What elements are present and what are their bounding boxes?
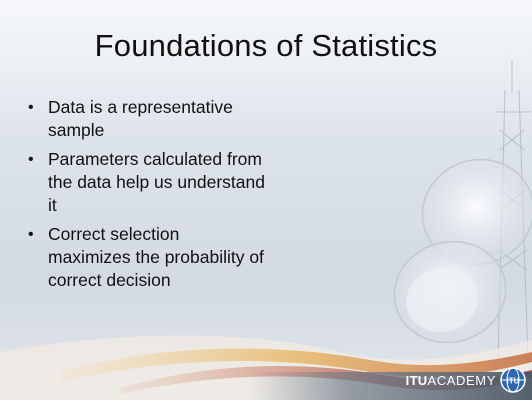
- bullet-icon: •: [28, 226, 34, 243]
- logo-emblem-text: ITU: [507, 377, 520, 386]
- bullet-icon: •: [28, 151, 34, 168]
- bullet-item: • Data is a representative sample: [26, 96, 266, 142]
- logo-wordmark: ITUACADEMY: [406, 373, 496, 388]
- bullet-text: Parameters calculated from the data help…: [48, 149, 265, 215]
- slide-title: Foundations of Statistics: [94, 28, 438, 63]
- bullet-item: • Parameters calculated from the data he…: [26, 148, 266, 217]
- bullet-icon: •: [28, 99, 34, 116]
- logo-brand: ITU: [405, 372, 428, 388]
- bullet-list: • Data is a representative sample • Para…: [26, 96, 266, 298]
- antenna-dishes: [393, 158, 532, 344]
- itu-academy-logo: ITUACADEMY ITU: [406, 364, 526, 396]
- logo-suffix: ACADEMY: [427, 372, 496, 388]
- bullet-text: Data is a representative sample: [48, 97, 233, 140]
- itu-globe-icon: ITU: [500, 367, 526, 393]
- bullet-text: Correct selection maximizes the probabil…: [48, 224, 264, 290]
- bullet-item: • Correct selection maximizes the probab…: [26, 223, 266, 292]
